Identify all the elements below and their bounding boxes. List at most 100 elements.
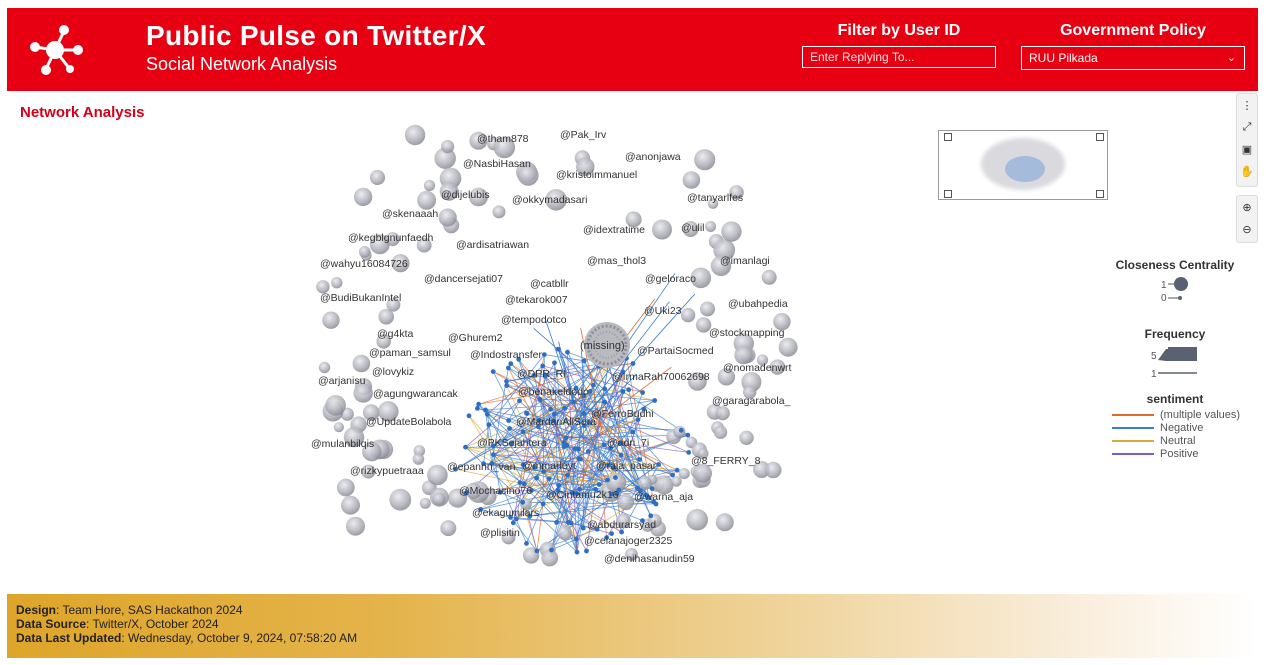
network-node[interactable] (569, 490, 575, 496)
network-node[interactable] (563, 435, 569, 441)
network-node[interactable] (541, 469, 547, 474)
network-node[interactable] (654, 475, 674, 495)
network-node[interactable] (540, 363, 546, 369)
network-node[interactable] (609, 491, 614, 497)
network-node[interactable] (688, 372, 707, 391)
network-node[interactable] (682, 221, 699, 237)
network-node[interactable] (542, 373, 548, 379)
network-node[interactable] (541, 352, 547, 357)
network-node[interactable] (506, 418, 511, 423)
network-node[interactable] (514, 516, 519, 522)
network-node[interactable] (541, 549, 559, 567)
network-node[interactable] (466, 413, 472, 419)
network-node[interactable] (618, 452, 624, 458)
network-node[interactable] (548, 406, 553, 412)
network-node[interactable] (640, 518, 645, 523)
network-node[interactable] (674, 467, 680, 473)
network-node[interactable] (604, 535, 609, 540)
network-node[interactable] (555, 346, 561, 352)
network-node[interactable] (678, 468, 690, 480)
network-node[interactable] (376, 334, 391, 349)
network-node[interactable] (686, 508, 708, 531)
minimap[interactable] (938, 130, 1108, 200)
network-node[interactable] (617, 440, 623, 446)
network-node[interactable] (510, 520, 516, 526)
network-node[interactable] (540, 501, 546, 507)
network-node[interactable] (652, 398, 658, 403)
network-node[interactable] (694, 149, 716, 171)
network-node[interactable] (545, 189, 567, 211)
network-node[interactable] (318, 361, 331, 374)
network-node[interactable] (556, 483, 562, 488)
network-node[interactable] (572, 446, 578, 451)
network-node[interactable] (640, 390, 645, 395)
network-node[interactable] (517, 165, 539, 186)
network-node[interactable] (552, 360, 557, 366)
network-node[interactable] (412, 453, 425, 465)
network-node[interactable] (316, 280, 330, 294)
network-node[interactable] (638, 488, 643, 493)
network-node[interactable] (385, 232, 400, 247)
hub-missing-node[interactable] (584, 322, 630, 368)
network-node[interactable] (361, 464, 376, 479)
network-node[interactable] (492, 205, 506, 219)
network-node[interactable] (620, 369, 626, 375)
network-node[interactable] (615, 513, 631, 529)
network-node[interactable] (617, 493, 635, 511)
network-node[interactable] (529, 488, 534, 493)
network-node[interactable] (404, 124, 426, 146)
network-node[interactable] (516, 356, 522, 362)
network-node[interactable] (493, 136, 516, 159)
network-node[interactable] (536, 417, 542, 423)
network-node[interactable] (551, 411, 557, 417)
network-node[interactable] (625, 211, 642, 228)
network-node[interactable] (490, 443, 496, 449)
network-node[interactable] (565, 349, 570, 355)
network-graph[interactable]: (missing) @tham878 @Pak_Irv @NasbiHasan @an… (300, 120, 820, 590)
network-node[interactable] (531, 372, 537, 378)
network-node[interactable] (609, 531, 614, 536)
network-node[interactable] (653, 501, 659, 507)
network-node[interactable] (434, 147, 456, 169)
network-node[interactable] (584, 548, 589, 554)
network-node[interactable] (695, 317, 712, 333)
network-node[interactable] (626, 387, 632, 393)
network-node[interactable] (463, 444, 468, 450)
network-node[interactable] (580, 525, 586, 531)
network-node[interactable] (441, 140, 455, 154)
network-node[interactable] (517, 480, 523, 486)
network-node[interactable] (641, 406, 647, 412)
network-node[interactable] (358, 246, 371, 258)
network-node[interactable] (389, 488, 412, 511)
network-node[interactable] (769, 359, 786, 375)
network-node[interactable] (564, 472, 570, 478)
network-node[interactable] (630, 429, 636, 435)
network-node[interactable] (509, 441, 515, 447)
network-node[interactable] (501, 530, 516, 545)
network-node[interactable] (419, 497, 431, 509)
network-node[interactable] (476, 401, 481, 407)
network-node[interactable] (690, 267, 712, 289)
network-node[interactable] (453, 466, 458, 472)
network-node[interactable] (549, 547, 554, 553)
network-node[interactable] (534, 475, 539, 481)
network-node[interactable] (440, 520, 457, 537)
network-node[interactable] (465, 482, 482, 499)
network-node[interactable] (562, 405, 568, 411)
minimap-handle[interactable] (944, 133, 952, 141)
network-node[interactable] (693, 463, 712, 483)
network-node[interactable] (739, 430, 754, 445)
minimap-handle[interactable] (1096, 190, 1104, 198)
filter-user-input[interactable] (802, 46, 996, 68)
network-node[interactable] (705, 221, 717, 232)
minimap-handle[interactable] (944, 190, 952, 198)
network-node[interactable] (697, 448, 709, 459)
network-node[interactable] (574, 549, 580, 555)
network-node[interactable] (439, 181, 459, 201)
network-node[interactable] (620, 389, 626, 394)
network-node[interactable] (507, 426, 512, 431)
network-node[interactable] (715, 513, 734, 532)
network-node[interactable] (581, 393, 587, 399)
network-node[interactable] (721, 221, 742, 242)
network-node[interactable] (491, 452, 496, 458)
